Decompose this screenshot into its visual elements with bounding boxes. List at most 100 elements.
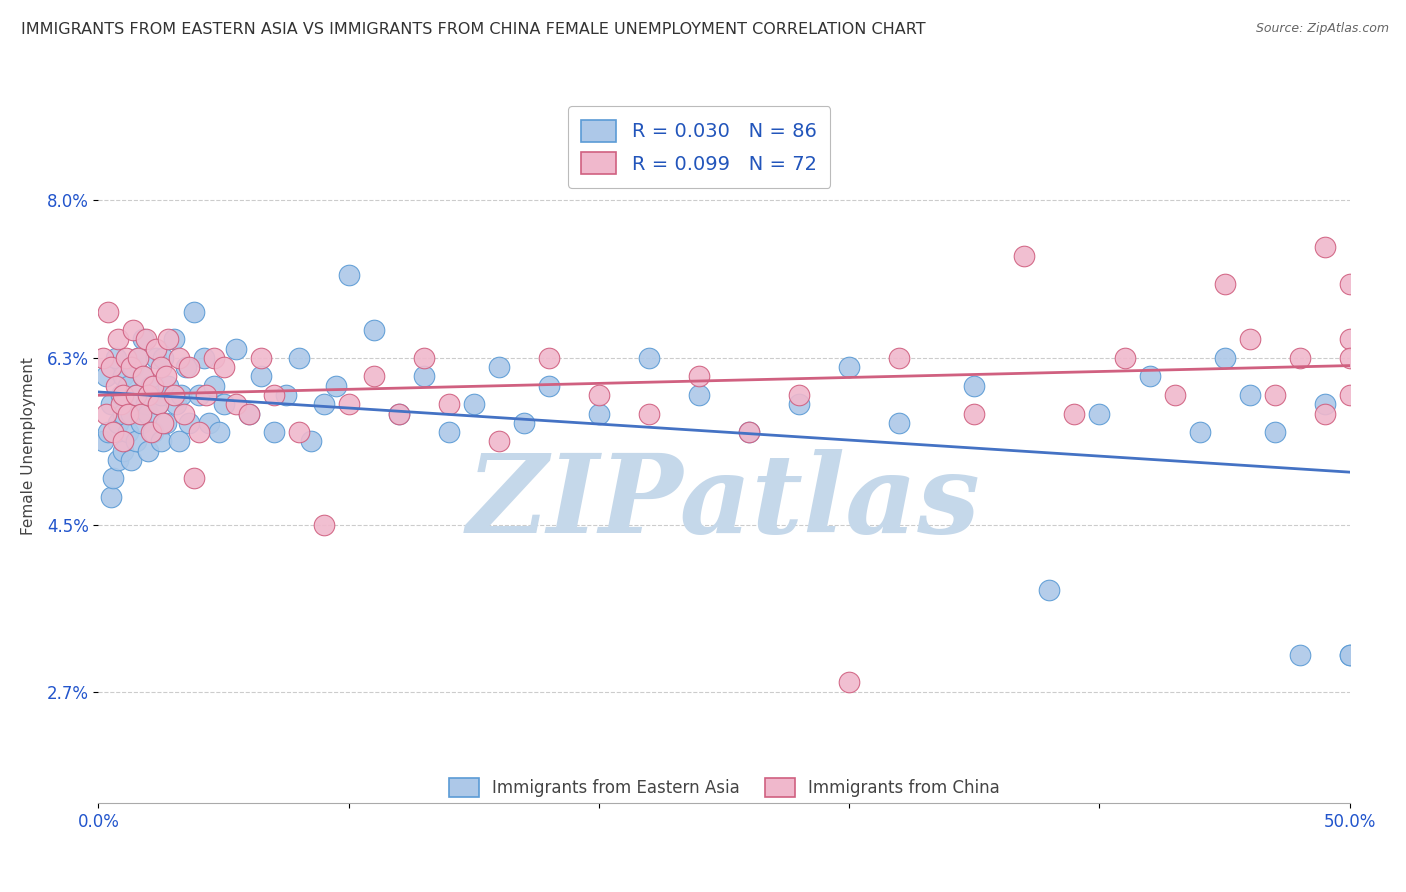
Point [212,397,235,411]
Point [225,342,247,356]
Point [688,388,710,402]
Point [150,388,173,402]
Point [1339,351,1361,365]
Text: Source: ZipAtlas.com: Source: ZipAtlas.com [1256,22,1389,36]
Point [187,388,209,402]
Text: IMMIGRANTS FROM EASTERN ASIA VS IMMIGRANTS FROM CHINA FEMALE UNEMPLOYMENT CORREL: IMMIGRANTS FROM EASTERN ASIA VS IMMIGRAN… [21,22,925,37]
Point [129,407,152,421]
Point [112,443,135,458]
Point [263,425,285,439]
Point [107,333,129,347]
Point [212,360,235,375]
Point [963,378,986,392]
Point [125,434,148,449]
Point [120,360,142,375]
Text: ZIPatlas: ZIPatlas [467,450,981,557]
Point [1313,240,1336,254]
Point [1339,648,1361,662]
Point [537,351,560,365]
Point [1288,351,1310,365]
Point [889,351,911,365]
Point [152,351,174,365]
Point [250,351,273,365]
Point [122,360,145,375]
Y-axis label: Female Unemployment: Female Unemployment [21,357,35,535]
Point [103,425,125,439]
Point [1288,648,1310,662]
Point [138,443,160,458]
Point [167,434,190,449]
Point [1213,277,1236,291]
Point [488,360,510,375]
Point [588,388,610,402]
Point [1339,648,1361,662]
Point [162,388,184,402]
Point [97,425,120,439]
Point [225,397,247,411]
Point [889,416,911,430]
Point [325,378,347,392]
Point [202,351,225,365]
Point [187,425,209,439]
Point [110,397,132,411]
Point [337,397,360,411]
Point [197,416,219,430]
Point [135,333,157,347]
Point [122,323,145,337]
Point [110,388,132,402]
Point [1038,582,1060,597]
Point [263,388,285,402]
Point [1188,425,1211,439]
Point [132,369,155,384]
Point [738,425,761,439]
Point [112,388,135,402]
Point [148,397,170,411]
Point [173,407,195,421]
Point [412,351,434,365]
Point [174,360,197,375]
Point [135,397,157,411]
Point [107,453,129,467]
Point [312,517,335,532]
Point [195,388,218,402]
Point [115,351,138,365]
Point [142,425,165,439]
Point [145,342,167,356]
Point [638,351,661,365]
Point [738,425,761,439]
Point [112,407,135,421]
Point [1313,407,1336,421]
Point [103,471,125,485]
Point [100,397,122,411]
Point [165,397,187,411]
Point [274,388,298,402]
Point [1163,388,1185,402]
Point [488,434,510,449]
Point [132,333,155,347]
Point [1313,397,1336,411]
Point [94,407,117,421]
Point [100,360,122,375]
Point [138,407,160,421]
Point [142,378,165,392]
Point [1014,249,1036,263]
Point [1264,388,1286,402]
Point [363,323,385,337]
Point [1264,425,1286,439]
Point [112,434,135,449]
Point [139,425,162,439]
Point [688,369,710,384]
Point [167,351,190,365]
Point [170,388,193,402]
Point [412,369,434,384]
Point [107,416,129,430]
Point [117,425,139,439]
Legend: Immigrants from Eastern Asia, Immigrants from China: Immigrants from Eastern Asia, Immigrants… [437,766,1011,809]
Point [120,453,142,467]
Point [183,471,205,485]
Point [155,416,177,430]
Point [117,407,139,421]
Point [145,351,167,365]
Point [127,351,149,365]
Point [177,360,200,375]
